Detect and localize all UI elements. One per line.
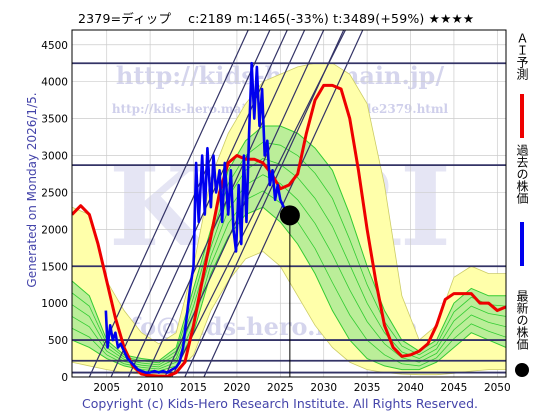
y-tick-label: 2000 — [41, 224, 68, 236]
past-price-series-line — [104, 61, 291, 374]
x-tick-label: 2040 — [397, 382, 424, 394]
legend-latest-label: 最新の株価 — [515, 290, 529, 350]
trend-line — [164, 30, 325, 377]
horizontal-levels — [72, 62, 506, 374]
y-tick-label: 2500 — [41, 187, 68, 199]
y-tick-label: 1500 — [41, 261, 68, 273]
x-tick-label: 2035 — [354, 382, 381, 394]
x-tick-label: 2015 — [180, 382, 207, 394]
y-tick-label: 4000 — [41, 77, 68, 89]
x-tick-label: 2025 — [267, 382, 294, 394]
trend-line — [171, 30, 346, 377]
x-tick-label: 2005 — [93, 382, 120, 394]
copyright-footer: Copyright (c) Kids-Hero Research Institu… — [81, 396, 479, 411]
x-tick-label: 2030 — [310, 382, 337, 394]
legend: ＡＩ予測 過去の株価 最新の株価 — [512, 32, 542, 377]
legend-latest: 最新の株価 — [512, 290, 542, 380]
markers — [279, 205, 300, 377]
trend-line — [184, 30, 345, 377]
y-tick-label: 3500 — [41, 114, 68, 126]
side-label-wrap: Generated on Monday 2026/1/5. — [22, 30, 42, 350]
x-tick-label: 2020 — [224, 382, 251, 394]
legend-forecast: ＡＩ予測 — [512, 32, 542, 140]
chart-title: 2379=ディップ c:2189 m:1465(-33%) t:3489(+59… — [78, 11, 475, 26]
x-tick-label: 2010 — [137, 382, 164, 394]
legend-forecast-swatch — [520, 94, 524, 138]
generated-date-label: Generated on Monday 2026/1/5. — [25, 92, 39, 288]
y-tick-label: 4500 — [41, 40, 68, 52]
plot-frame — [71, 29, 507, 378]
x-tick-label: 2050 — [484, 382, 511, 394]
trend-line — [145, 30, 306, 377]
y-tick-label: 500 — [48, 335, 68, 347]
axes: 0 500 1000 1500 2000 2500 3000 3500 4000 4500 2005… — [41, 40, 510, 394]
trend-line — [110, 30, 271, 377]
trend-line — [127, 30, 288, 377]
y-tick-label: 1000 — [41, 298, 68, 310]
legend-forecast-label: ＡＩ予測 — [515, 32, 529, 80]
legend-past: 過去の株価 — [512, 144, 542, 284]
band-strand — [72, 158, 506, 366]
x-tick-label: 2045 — [441, 382, 468, 394]
legend-past-swatch — [520, 222, 524, 266]
forecast-series-line — [72, 83, 506, 377]
legend-past-label: 過去の株価 — [515, 144, 529, 204]
y-tick-label: 0 — [61, 372, 68, 384]
legend-latest-dot — [515, 363, 529, 377]
y-tick-label: 3000 — [41, 151, 68, 163]
current-price-marker — [279, 205, 300, 226]
series — [72, 61, 506, 377]
